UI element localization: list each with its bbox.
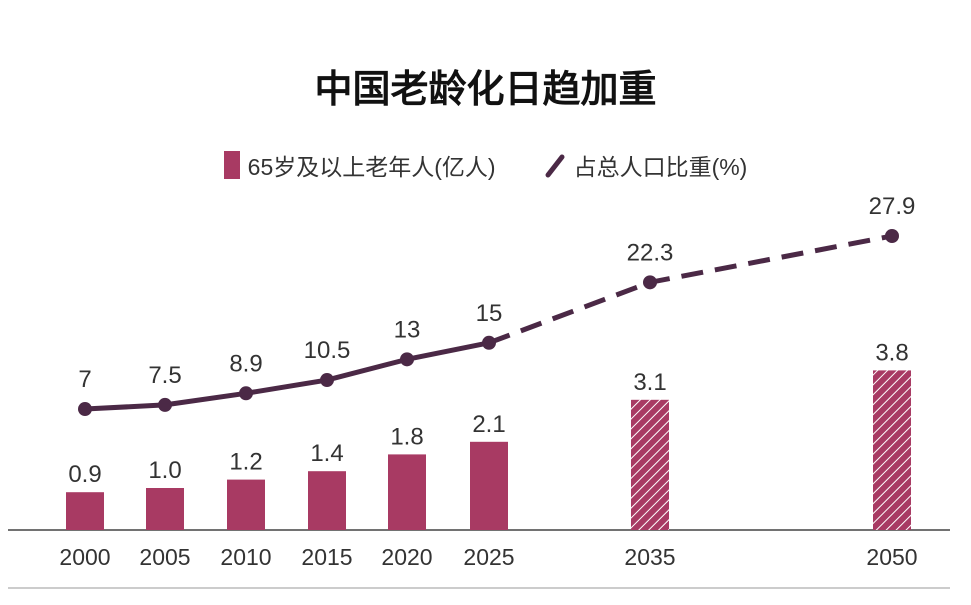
legend-swatch-bar xyxy=(223,151,240,179)
bar-label: 3.1 xyxy=(633,369,666,396)
chart-title: 中国老龄化日趋加重 xyxy=(314,69,657,111)
bar xyxy=(388,454,426,530)
x-tick-label: 2010 xyxy=(220,544,271,570)
line-label: 10.5 xyxy=(304,337,351,364)
bar xyxy=(873,370,911,530)
x-tick-label: 2000 xyxy=(59,544,110,570)
legend-label-line: 占总人口比重(%) xyxy=(573,154,748,180)
legend-swatch-line xyxy=(545,154,565,178)
line-point xyxy=(320,373,334,388)
legend-item-line: 占总人口比重(%) xyxy=(544,148,748,182)
line-point xyxy=(400,352,414,367)
bar xyxy=(227,479,265,530)
bar xyxy=(631,399,669,530)
line-point xyxy=(239,386,253,401)
x-tick-label: 2020 xyxy=(381,544,432,570)
line-point xyxy=(885,228,899,243)
bar-label: 1.0 xyxy=(148,457,181,484)
bar xyxy=(66,492,104,530)
x-tick-label: 2005 xyxy=(139,544,190,570)
x-tick-label: 2015 xyxy=(301,544,352,570)
line-label: 7.5 xyxy=(148,362,181,389)
legend-label-bar: 65岁及以上老年人(亿人) xyxy=(247,154,496,180)
bar-label: 3.8 xyxy=(875,339,908,366)
x-tick-label: 2035 xyxy=(624,544,675,570)
line-label: 15 xyxy=(476,300,503,327)
bar xyxy=(470,441,508,530)
line-label: 8.9 xyxy=(229,350,262,377)
line-label: 7 xyxy=(78,366,91,393)
line-label: 27.9 xyxy=(869,193,916,220)
line-label: 13 xyxy=(394,316,421,343)
line-series-projected xyxy=(488,233,893,346)
line-point xyxy=(158,397,172,412)
line-series-actual xyxy=(84,340,490,412)
bar-label: 1.4 xyxy=(310,440,343,467)
x-tick-label: 2025 xyxy=(463,544,514,570)
bar-label: 0.9 xyxy=(68,461,101,488)
bar xyxy=(308,471,346,530)
bar-label: 1.2 xyxy=(229,449,262,476)
legend: 65岁及以上老年人(亿人) 占总人口比重(%) xyxy=(0,148,971,182)
bar xyxy=(146,488,184,530)
bar-label: 2.1 xyxy=(472,411,505,438)
bar-label: 1.8 xyxy=(390,423,423,450)
line-point xyxy=(78,402,92,417)
line-point xyxy=(482,335,496,350)
legend-item-bar: 65岁及以上老年人(亿人) xyxy=(223,148,496,182)
line-point xyxy=(643,275,657,290)
x-tick-label: 2050 xyxy=(866,544,917,570)
line-label: 22.3 xyxy=(627,239,674,266)
